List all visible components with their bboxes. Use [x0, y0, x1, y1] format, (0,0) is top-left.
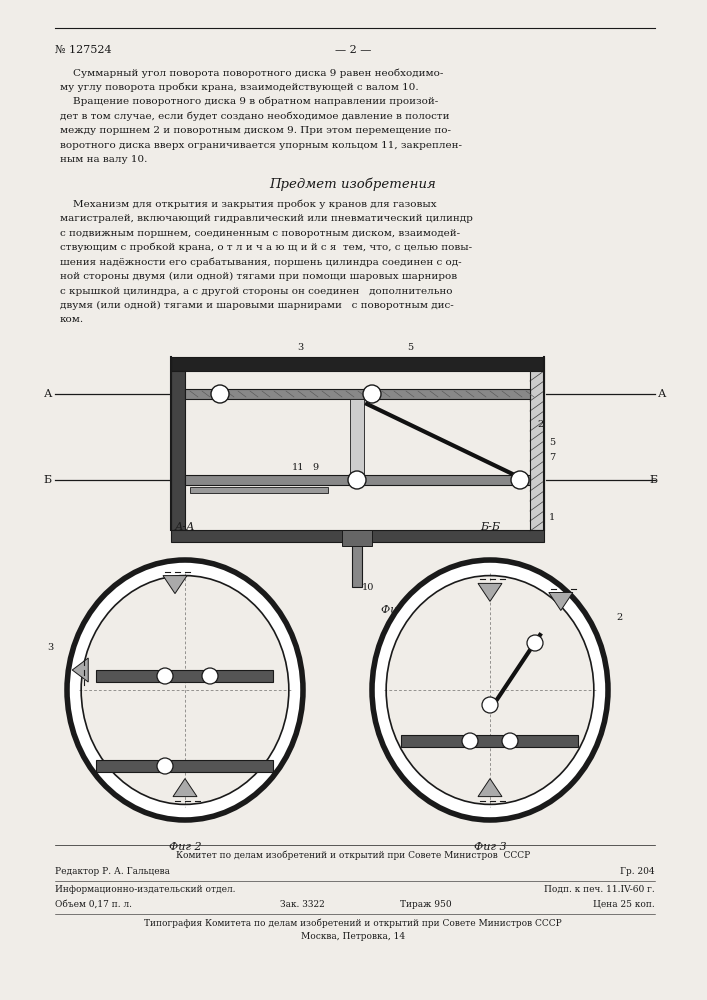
Text: ной стороны двумя (или одной) тягами при помощи шаровых шарниров: ной стороны двумя (или одной) тягами при…: [60, 272, 457, 281]
Polygon shape: [478, 583, 502, 601]
Text: А-А: А-А: [175, 522, 195, 532]
Text: Предмет изобретения: Предмет изобретения: [269, 178, 436, 191]
Text: Суммарный угол поворота поворотного диска 9 равен необходимо-: Суммарный угол поворота поворотного диск…: [60, 68, 443, 78]
Text: — 2 —: — 2 —: [335, 45, 371, 55]
Text: Зак. 3322: Зак. 3322: [280, 900, 325, 909]
Circle shape: [157, 758, 173, 774]
Bar: [96, 760, 274, 772]
Circle shape: [527, 635, 543, 651]
Bar: [185, 475, 530, 485]
Text: Редактор Р. А. Гальцева: Редактор Р. А. Гальцева: [55, 867, 170, 876]
Text: Механизм для открытия и закрытия пробок у кранов для газовых: Механизм для открытия и закрытия пробок …: [60, 200, 437, 209]
Text: Типография Комитета по делам изобретений и открытий при Совете Министров СССР: Типография Комитета по делам изобретений…: [144, 918, 562, 928]
Text: 3: 3: [297, 343, 303, 352]
Text: Тираж 950: Тираж 950: [400, 900, 452, 909]
Text: 5: 5: [440, 713, 446, 722]
Text: 5: 5: [200, 618, 206, 627]
Text: Вращение поворотного диска 9 в обратном направлении произой-: Вращение поворотного диска 9 в обратном …: [60, 97, 438, 106]
Text: ком.: ком.: [60, 316, 84, 324]
Text: 11: 11: [292, 463, 305, 472]
Text: с подвижным поршнем, соединенным с поворотным диском, взаимодей-: с подвижным поршнем, соединенным с повор…: [60, 229, 460, 237]
Text: шения надёжности его срабатывания, поршень цилиндра соединен с од-: шения надёжности его срабатывания, порше…: [60, 257, 462, 267]
Text: Б: Б: [650, 475, 658, 485]
Ellipse shape: [386, 576, 594, 804]
Text: двумя (или одной) тягами и шаровыми шарнирами   с поворотным дис-: двумя (или одной) тягами и шаровыми шарн…: [60, 301, 454, 310]
Text: 5: 5: [407, 343, 413, 352]
Text: 3: 3: [47, 643, 53, 652]
Ellipse shape: [372, 560, 608, 820]
Polygon shape: [478, 779, 502, 797]
Polygon shape: [72, 658, 88, 682]
Bar: [171, 530, 544, 542]
Text: Фиг 2: Фиг 2: [169, 842, 201, 852]
Text: воротного диска вверх ограничивается упорным кольцом 11, закреплен-: воротного диска вверх ограничивается упо…: [60, 140, 462, 149]
Circle shape: [348, 471, 366, 489]
Text: дет в том случае, если будет создано необходимое давление в полости: дет в том случае, если будет создано нео…: [60, 111, 450, 121]
Bar: [402, 735, 578, 747]
Text: 7: 7: [549, 453, 555, 462]
Bar: [190, 487, 328, 493]
Circle shape: [462, 733, 478, 749]
Bar: [96, 670, 274, 682]
Ellipse shape: [67, 560, 303, 820]
Text: Комитет по делам изобретений и открытий при Совете Министров  СССР: Комитет по делам изобретений и открытий …: [176, 851, 530, 860]
Text: му углу поворота пробки крана, взаимодействующей с валом 10.: му углу поворота пробки крана, взаимодей…: [60, 83, 419, 92]
Circle shape: [211, 385, 229, 403]
Text: Информационно-издательский отдел.: Информационно-издательский отдел.: [55, 885, 235, 894]
Bar: [530, 371, 544, 530]
Circle shape: [511, 471, 529, 489]
Bar: [352, 542, 362, 587]
Text: 10: 10: [362, 583, 375, 592]
Text: Подп. к печ. 11.IV-60 г.: Подп. к печ. 11.IV-60 г.: [544, 885, 655, 894]
Polygon shape: [549, 592, 573, 610]
Text: 2: 2: [537, 420, 543, 429]
Text: 2: 2: [616, 613, 622, 622]
Text: 9: 9: [312, 463, 318, 472]
Bar: [350, 399, 364, 475]
Text: Гр. 204: Гр. 204: [620, 867, 655, 876]
Circle shape: [502, 733, 518, 749]
Circle shape: [202, 668, 218, 684]
Text: ствующим с пробкой крана, о т л и ч а ю щ и й с я  тем, что, с целью повы-: ствующим с пробкой крана, о т л и ч а ю …: [60, 243, 472, 252]
Text: А: А: [205, 773, 212, 782]
Bar: [342, 530, 372, 546]
Ellipse shape: [81, 576, 289, 804]
Circle shape: [482, 697, 498, 713]
Text: Б: Б: [44, 475, 52, 485]
Circle shape: [363, 385, 381, 403]
Text: Цена 25 коп.: Цена 25 коп.: [593, 900, 655, 909]
Text: Фиг 3: Фиг 3: [474, 842, 506, 852]
Circle shape: [157, 668, 173, 684]
Text: А: А: [658, 389, 667, 399]
Text: ным на валу 10.: ным на валу 10.: [60, 155, 147, 164]
Text: 5: 5: [549, 438, 555, 447]
Text: № 127524: № 127524: [55, 45, 112, 55]
Text: 1: 1: [549, 513, 555, 522]
Polygon shape: [173, 779, 197, 797]
Polygon shape: [163, 576, 187, 594]
Text: с крышкой цилиндра, а с другой стороны он соединен   дополнительно: с крышкой цилиндра, а с другой стороны о…: [60, 286, 452, 296]
Text: Б-Б: Б-Б: [480, 522, 500, 532]
Text: А: А: [44, 389, 52, 399]
Text: между поршнем 2 и поворотным диском 9. При этом перемещение по-: между поршнем 2 и поворотным диском 9. П…: [60, 126, 451, 135]
Bar: [171, 371, 185, 530]
Bar: [171, 357, 544, 371]
Text: Москва, Петровка, 14: Москва, Петровка, 14: [301, 932, 405, 941]
Text: Объем 0,17 п. л.: Объем 0,17 п. л.: [55, 900, 132, 909]
Bar: [185, 389, 530, 399]
Text: 6: 6: [465, 745, 471, 754]
Text: магистралей, включающий гидравлический или пневматический цилиндр: магистралей, включающий гидравлический и…: [60, 214, 473, 223]
Text: Фиг 1: Фиг 1: [380, 605, 414, 615]
